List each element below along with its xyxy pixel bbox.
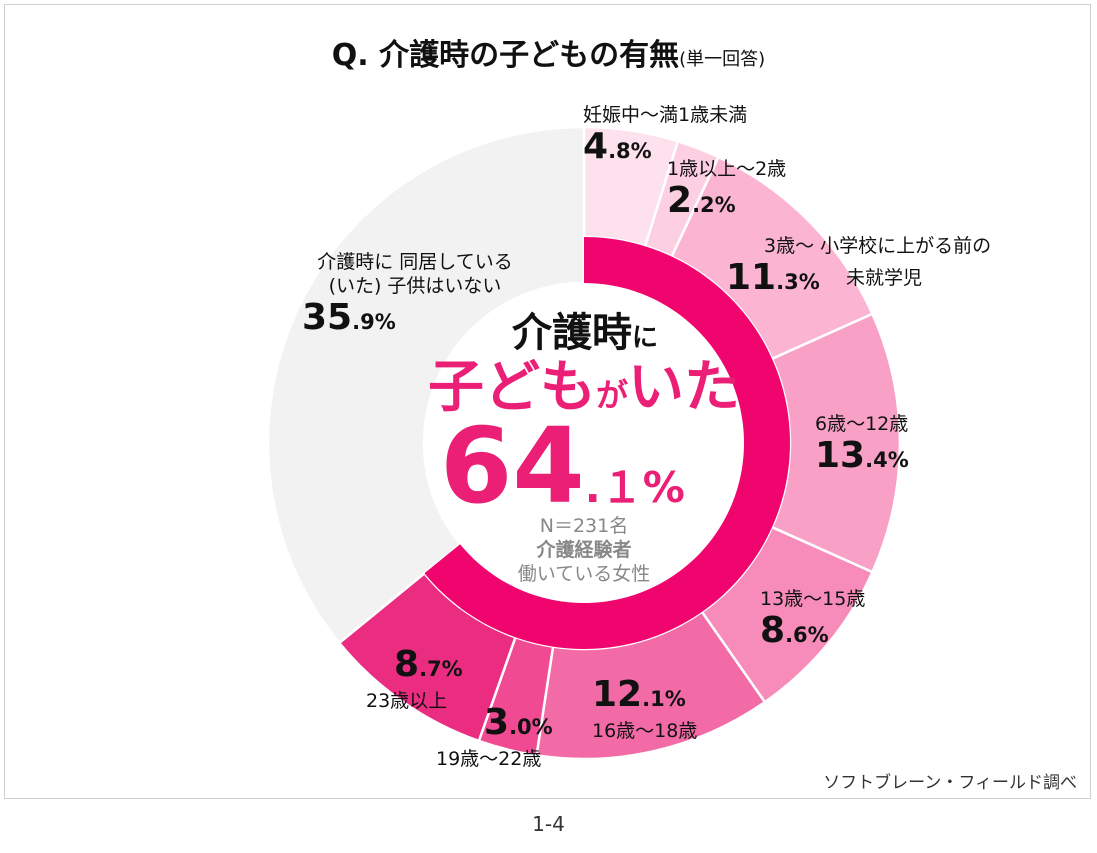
slice-2-label-text: 3歳～ 小学校に上がる前の 未就学児: [764, 235, 992, 289]
slice-2-value: 11.3%: [726, 257, 820, 298]
title-text: Q. 介護時の子どもの有無: [331, 38, 680, 73]
label-slice-0: 妊娠中～満1歳未満 4.8%: [583, 104, 748, 167]
slice-8-value: 35.9%: [302, 297, 396, 338]
inner-ring-had-children: [424, 237, 791, 649]
center-line2: 子どもがいた: [427, 355, 740, 420]
label-slice-5: 12.1% 16歳～18歳: [592, 674, 698, 743]
title-note: (単一回答): [679, 49, 766, 70]
sample-group: 介護経験者: [536, 539, 632, 561]
page-number: 1-4: [532, 812, 565, 836]
center-percent: 64.１%: [440, 405, 685, 527]
label-slice-2: 3歳～ 小学校に上がる前の 未就学児 11.3%: [726, 230, 1056, 300]
center-line1: 介護時に: [511, 310, 658, 356]
label-slice-1: 1歳以上～2歳 2.2%: [667, 158, 787, 221]
sample-size: N＝231名: [539, 515, 629, 537]
chart-frame: [4, 4, 1091, 799]
label-slice-4: 13歳～15歳 8.6%: [760, 588, 866, 651]
label-slice-3: 6歳～12歳 13.4%: [815, 413, 909, 476]
chart-title: Q. 介護時の子どもの有無(単一回答): [0, 30, 1097, 74]
slice-8: [266, 125, 586, 645]
sample-sub: 働いている女性: [517, 563, 651, 585]
source-note: ソフトブレーン・フィールド調べ: [823, 773, 1077, 793]
label-slice-6: 3.0% 19歳～22歳: [436, 702, 553, 771]
slice-8-label-text: 介護時に 同居している(いた) 子供はいない: [317, 251, 513, 297]
label-slice-7: 8.7% 23歳以上: [366, 644, 463, 713]
label-slice-8: 介護時に 同居している(いた) 子供はいない 35.9%: [300, 250, 530, 342]
